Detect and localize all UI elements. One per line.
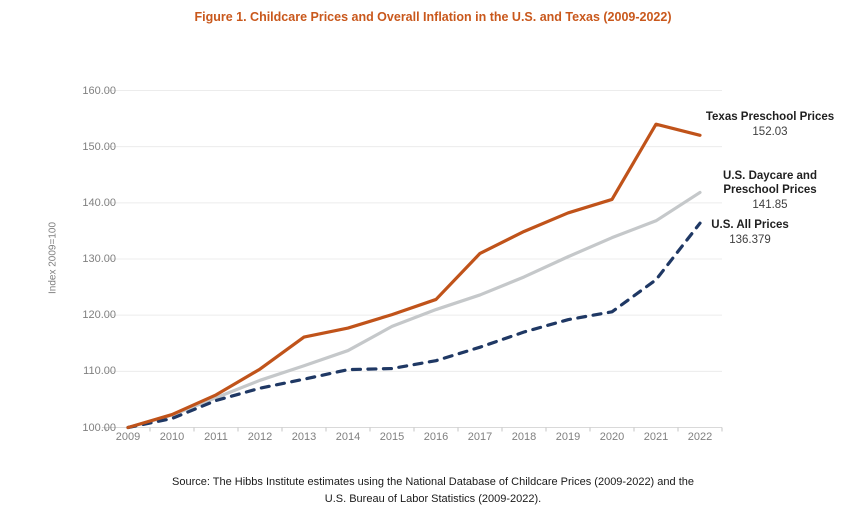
x-tick-label: 2012 [247, 431, 273, 443]
x-tick-label: 2016 [423, 431, 449, 443]
x-tick-label: 2017 [467, 431, 493, 443]
series-name-us-daycare-preschool: U.S. Daycare and Preschool Prices [723, 170, 817, 196]
series-end-value-us-daycare-preschool: 141.85 [752, 198, 788, 211]
series-name-us-all-prices: U.S. All Prices [711, 219, 789, 231]
series-label-us-daycare-preschool: U.S. Daycare and Preschool Prices 141.85 [700, 170, 840, 212]
y-tick-label: 120.00 [82, 309, 116, 322]
series-end-value-us-all-prices: 136.379 [729, 233, 771, 246]
series-end-value-texas-preschool: 152.03 [752, 125, 788, 138]
y-tick-label: 100.00 [82, 421, 116, 434]
chart-title: Figure 1. Childcare Prices and Overall I… [194, 10, 672, 24]
x-tick-label: 2020 [599, 431, 625, 443]
x-tick-label: 2009 [115, 431, 141, 443]
series-label-us-all-prices: U.S. All Prices 136.379 [690, 219, 810, 248]
x-tick-label: 2019 [555, 431, 581, 443]
x-tick-label: 2018 [511, 431, 537, 443]
series-line-0 [126, 122, 702, 430]
source-note-line2: U.S. Bureau of Labor Statistics (2009-20… [324, 493, 542, 505]
y-tick-label: 140.00 [82, 196, 116, 209]
series-label-texas-preschool: Texas Preschool Prices 152.03 [700, 111, 840, 140]
x-tick-label: 2010 [159, 431, 185, 443]
source-note-line1: Source: The Hibbs Institute estimates us… [172, 476, 694, 488]
series-line-1 [126, 190, 702, 430]
x-tick-label: 2011 [204, 431, 228, 443]
y-tick-label: 150.00 [82, 140, 116, 153]
y-tick-label: 130.00 [82, 253, 116, 265]
series-line-2 [126, 221, 702, 430]
y-tick-label: 160.00 [82, 84, 116, 97]
series-name-texas-preschool: Texas Preschool Prices [705, 111, 835, 123]
x-tick-label: 2015 [379, 431, 405, 443]
y-tick-label: 110.00 [83, 365, 116, 378]
x-tick-label: 2014 [335, 431, 361, 443]
source-note: Source: The Hibbs Institute estimates us… [0, 474, 866, 508]
x-tick-label: 2013 [291, 431, 317, 443]
x-tick-label: 2021 [643, 431, 669, 443]
x-tick-label: 2022 [687, 431, 713, 443]
